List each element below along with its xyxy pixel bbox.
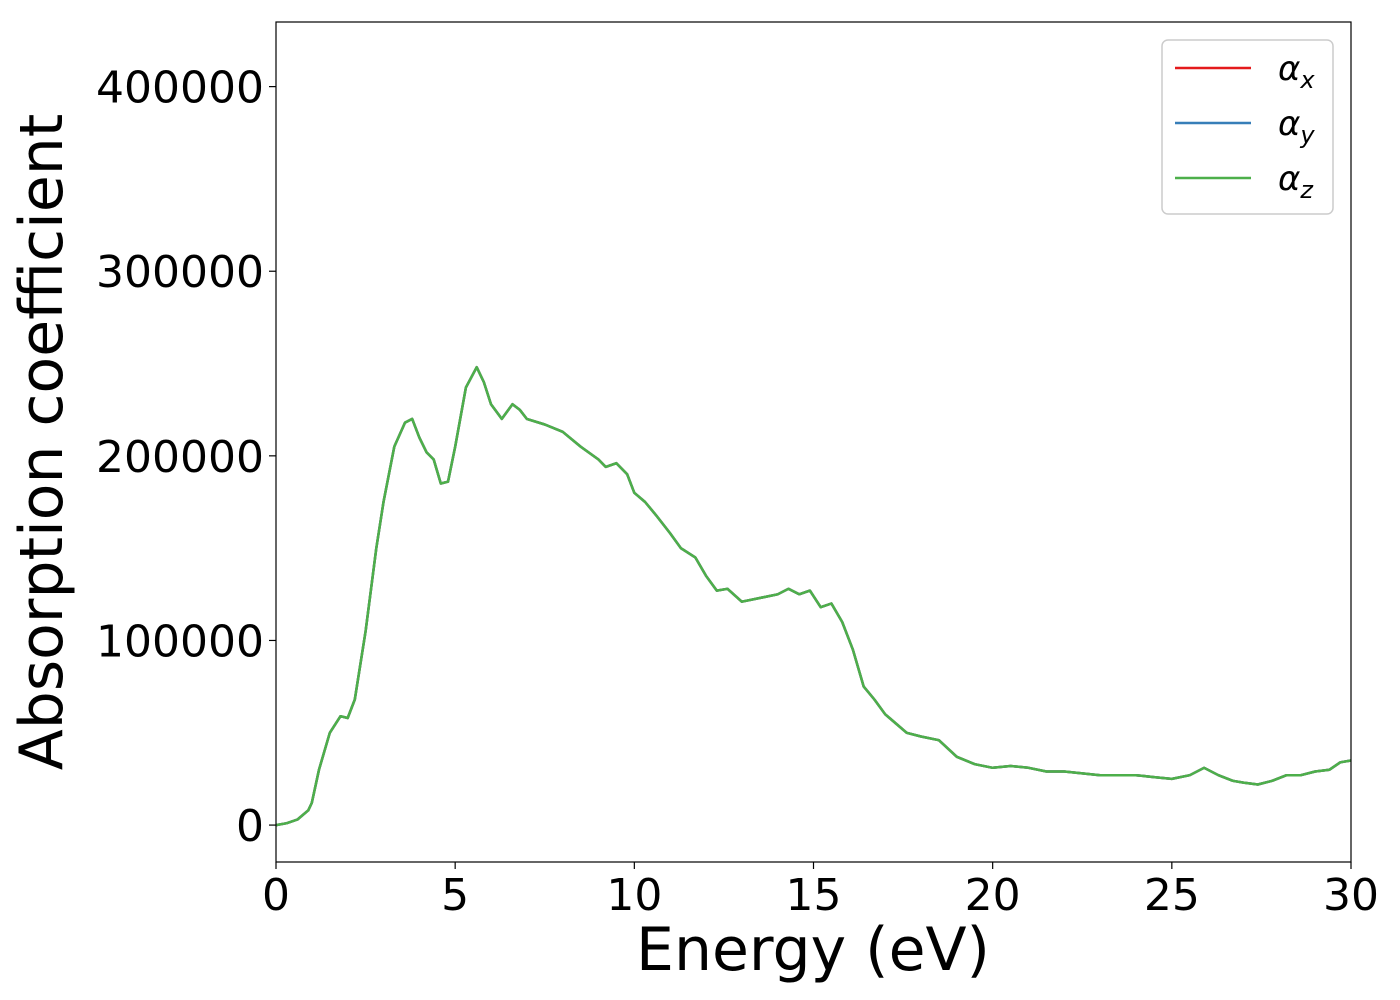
x-tick-label: 20: [965, 870, 1021, 921]
y-axis-ticks: 0 100000 200000 300000 400000: [96, 63, 276, 852]
series-layer: [275, 365, 1352, 827]
series-line-3: [275, 365, 1352, 827]
x-tick-label: 10: [606, 870, 662, 921]
y-axis-label: Absorption coefficient: [7, 114, 77, 771]
legend-box: [1161, 39, 1334, 215]
y-tick-label: 100000: [96, 616, 264, 667]
y-tick-label: 0: [236, 801, 264, 852]
x-tick-label: 0: [262, 870, 290, 921]
x-tick-label: 5: [441, 870, 469, 921]
x-tick-label: 15: [786, 870, 842, 921]
x-tick-label: 30: [1323, 870, 1379, 921]
y-tick-label: 300000: [96, 247, 264, 298]
x-tick-label: 25: [1144, 870, 1200, 921]
x-axis-label: Energy (eV): [636, 915, 990, 985]
y-tick-label: 200000: [96, 432, 264, 483]
y-tick-label: 400000: [96, 63, 264, 114]
x-axis-ticks: 0 5 10 15 20 25 30: [262, 862, 1379, 921]
